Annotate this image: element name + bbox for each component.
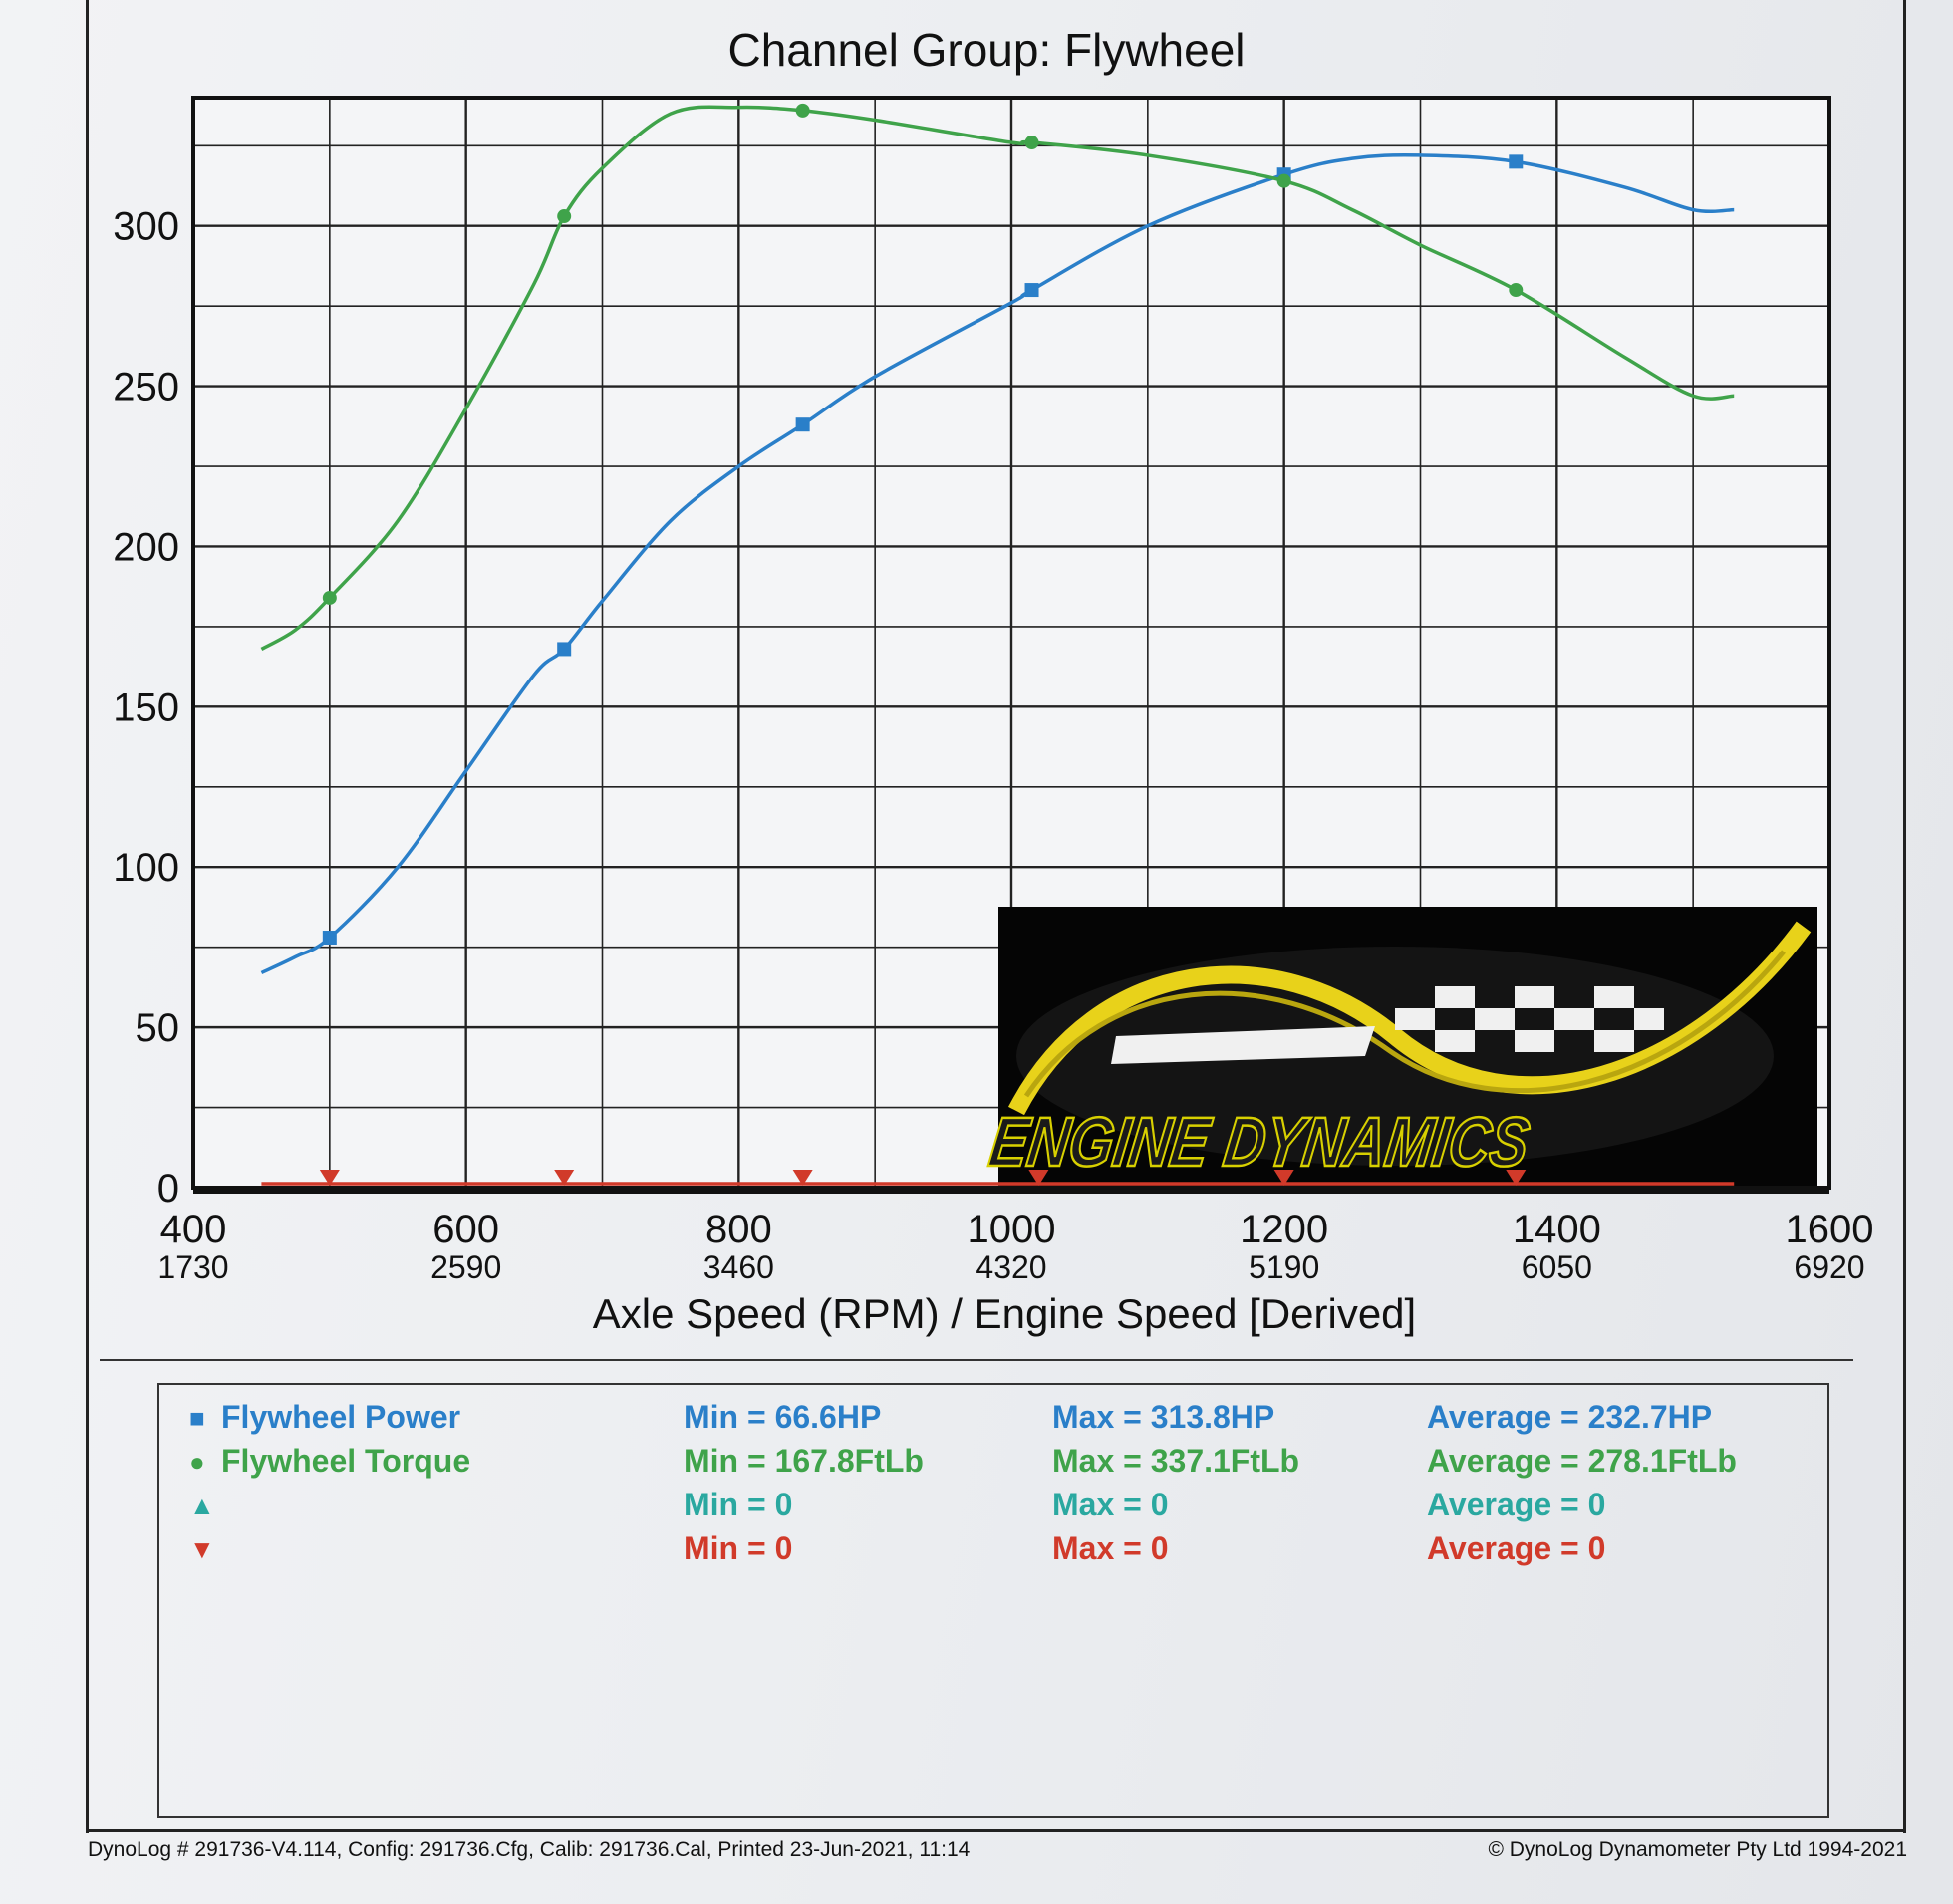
legend-min: Min = 0 <box>684 1530 793 1566</box>
torque-marker <box>795 103 810 118</box>
legend-symbol-icon: ■ <box>189 1403 205 1433</box>
chart-title: Channel Group: Flywheel <box>727 24 1245 76</box>
legend-symbol-icon: ▼ <box>189 1534 215 1564</box>
plot-border <box>191 96 1831 1190</box>
legend-min: Min = 0 <box>684 1487 793 1522</box>
legend-max: Max = 0 <box>1052 1487 1169 1522</box>
legend-series-name: Flywheel Torque <box>221 1443 471 1479</box>
legend-average: Average = 0 <box>1427 1530 1606 1566</box>
zero-marker <box>792 1170 813 1186</box>
x-tick-sublabel: 4320 <box>976 1249 1046 1285</box>
legend-symbol-icon: ▲ <box>189 1491 215 1520</box>
x-axis-label: Axle Speed (RPM) / Engine Speed [Derived… <box>593 1290 1416 1337</box>
x-tick-label: 800 <box>705 1208 772 1251</box>
engine-dynamics-logo: ENGINE DYNAMICS <box>983 907 1817 1189</box>
y-tick-label: 0 <box>157 1167 179 1211</box>
x-tick-label: 1600 <box>1786 1208 1874 1251</box>
legend-average: Average = 0 <box>1427 1487 1606 1522</box>
legend-min: Min = 66.6HP <box>684 1399 882 1435</box>
torque-marker <box>322 590 337 605</box>
legend-max: Max = 313.8HP <box>1052 1399 1275 1435</box>
y-tick-label: 250 <box>113 366 179 409</box>
x-tick-sublabel: 5190 <box>1249 1249 1319 1285</box>
power-marker <box>1509 154 1524 169</box>
series-layer <box>260 103 1735 1186</box>
legend-stats-box: ■ Flywheel Power Min = 66.6HP Max = 313.8HP… <box>157 1383 1829 1818</box>
x-tick-label: 400 <box>160 1208 227 1251</box>
page-border-bottom <box>86 1829 1906 1832</box>
legend-max: Max = 0 <box>1052 1530 1169 1566</box>
zero-marker <box>1028 1170 1049 1186</box>
page-border-left <box>86 0 89 1833</box>
x-tick-label: 1200 <box>1240 1208 1328 1251</box>
power-marker <box>795 417 810 432</box>
x-tick-label: 600 <box>432 1208 499 1251</box>
legend-average: Average = 232.7HP <box>1427 1399 1713 1435</box>
series-line-0 <box>260 152 1735 975</box>
logo-text: ENGINE DYNAMICS <box>984 1102 1534 1181</box>
power-marker <box>322 931 337 946</box>
series-line-1 <box>260 105 1735 651</box>
footer-dynolog-info: DynoLog # 291736-V4.114, Config: 291736.… <box>88 1838 971 1861</box>
torque-marker <box>557 209 572 224</box>
y-tick-label: 200 <box>113 525 179 569</box>
legend-average: Average = 278.1FtLb <box>1427 1443 1737 1479</box>
zero-marker <box>319 1170 340 1186</box>
footer-copyright: © DynoLog Dynamometer Pty Ltd 1994-2021 <box>1488 1838 1907 1861</box>
zero-marker <box>1273 1170 1294 1186</box>
legend-series-name: Flywheel Power <box>221 1399 461 1435</box>
page-border-right <box>1903 0 1906 1833</box>
legend-min: Min = 167.8FtLb <box>684 1443 924 1479</box>
x-tick-label: 1000 <box>968 1208 1056 1251</box>
torque-marker <box>1024 136 1039 150</box>
zero-marker <box>1506 1170 1527 1186</box>
x-tick-sublabel: 6920 <box>1794 1249 1864 1285</box>
section-divider <box>100 1359 1853 1361</box>
y-tick-label: 50 <box>136 1006 180 1050</box>
x-tick-sublabel: 6050 <box>1522 1249 1592 1285</box>
y-tick-label: 150 <box>113 685 179 729</box>
x-tick-sublabel: 3460 <box>703 1249 774 1285</box>
power-marker <box>1024 283 1039 298</box>
x-tick-sublabel: 1730 <box>157 1249 228 1285</box>
x-tick-sublabel: 2590 <box>430 1249 501 1285</box>
y-tick-label: 300 <box>113 205 179 249</box>
x-tick-label: 1400 <box>1513 1208 1601 1251</box>
torque-marker <box>1509 283 1524 298</box>
power-marker <box>557 642 572 657</box>
dyno-chart: Channel Group: Flywheel ENGINE DYNAMICS … <box>113 24 1873 1337</box>
legend-max: Max = 337.1FtLb <box>1052 1443 1300 1479</box>
zero-marker <box>554 1170 575 1186</box>
y-tick-label: 100 <box>113 846 179 890</box>
plot-frame <box>191 96 1831 1194</box>
legend-symbol-icon: ● <box>189 1447 205 1477</box>
torque-marker <box>1276 173 1291 188</box>
